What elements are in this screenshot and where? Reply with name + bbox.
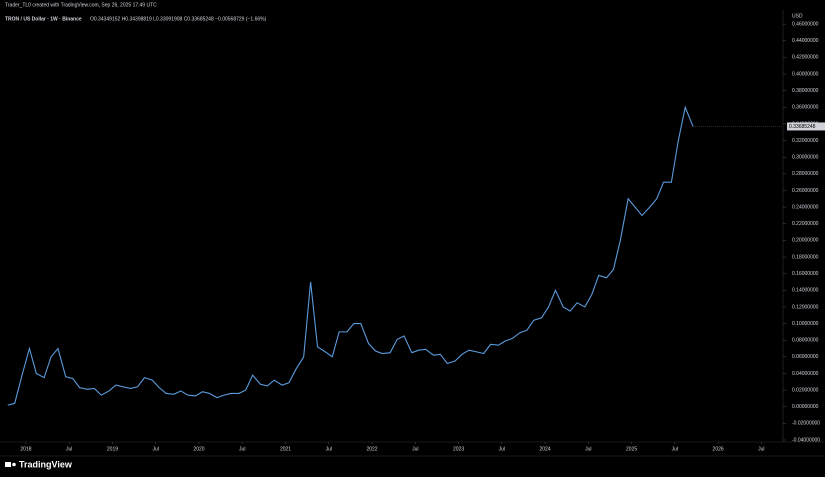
- x-tick-label: Jul: [672, 446, 678, 452]
- y-tick-label: 0.22000000: [792, 221, 819, 227]
- y-tick-label: 0.20000000: [792, 238, 819, 244]
- y-tick-label: 0.02000000: [792, 387, 819, 393]
- x-tick-label: Jul: [153, 446, 159, 452]
- footer-brand: TradingView: [19, 459, 73, 469]
- last-price-label: 0.33685248: [789, 124, 816, 130]
- x-tick-label: 2023: [453, 446, 464, 452]
- y-tick-label: 0.16000000: [792, 271, 819, 277]
- x-tick-label: 2018: [20, 446, 31, 452]
- y-tick-label: 0.42000000: [792, 55, 819, 61]
- y-tick-label: 0.40000000: [792, 71, 819, 77]
- x-tick-label: 2019: [107, 446, 118, 452]
- price-line: [7, 105, 694, 406]
- x-tick-label: Jul: [239, 446, 245, 452]
- chart-title: TRON / US Dollar · 1W · Binance: [5, 16, 82, 22]
- logo-icon: [5, 462, 11, 467]
- x-tick-label: 2026: [713, 446, 724, 452]
- y-tick-label: 0.08000000: [792, 338, 819, 344]
- x-tick-label: 2021: [280, 446, 291, 452]
- x-tick-label: 2022: [366, 446, 377, 452]
- y-tick-label: 0.46000000: [792, 21, 819, 27]
- x-tick-label: Jul: [326, 446, 332, 452]
- x-tick-label: Jul: [585, 446, 591, 452]
- y-tick-label: 0.44000000: [792, 38, 819, 44]
- y-tick-label: 0.36000000: [792, 105, 819, 111]
- y-tick-label: 0.10000000: [792, 321, 819, 327]
- y-tick-label: 0.24000000: [792, 204, 819, 210]
- currency: USD: [792, 13, 803, 19]
- y-tick-label: 0.06000000: [792, 354, 819, 360]
- x-tick-label: 2024: [540, 446, 551, 452]
- last-price-box: [787, 122, 825, 131]
- y-tick-label: 0.14000000: [792, 288, 819, 294]
- y-tick-label: -0.04000000: [792, 437, 820, 443]
- header: Trader_TL0 created with TradingView.com,…: [5, 2, 157, 8]
- y-tick-label: 0.28000000: [792, 171, 819, 177]
- x-tick-label: 2020: [193, 446, 204, 452]
- x-tick-label: 2025: [626, 446, 637, 452]
- logo-icon: [12, 462, 16, 467]
- ohlc-legend: O0.34349152 H0.34398819 L0.33091908 C0.3…: [90, 16, 267, 22]
- x-tick-label: Jul: [758, 446, 764, 452]
- y-tick-label: 0.30000000: [792, 155, 819, 161]
- y-tick-label: 0.32000000: [792, 138, 819, 144]
- y-tick-label: -0.02000000: [792, 421, 820, 427]
- y-tick-label: 0.26000000: [792, 188, 819, 194]
- y-tick-label: 0.00000000: [792, 404, 819, 410]
- y-tick-label: 0.38000000: [792, 88, 819, 94]
- x-tick-label: Jul: [499, 446, 505, 452]
- logo: TradingView: [5, 459, 73, 469]
- y-tick-label: 0.04000000: [792, 371, 819, 377]
- x-tick-label: Jul: [412, 446, 418, 452]
- x-tick-label: Jul: [66, 446, 72, 452]
- y-tick-label: 0.12000000: [792, 304, 819, 310]
- y-tick-label: 0.18000000: [792, 254, 819, 260]
